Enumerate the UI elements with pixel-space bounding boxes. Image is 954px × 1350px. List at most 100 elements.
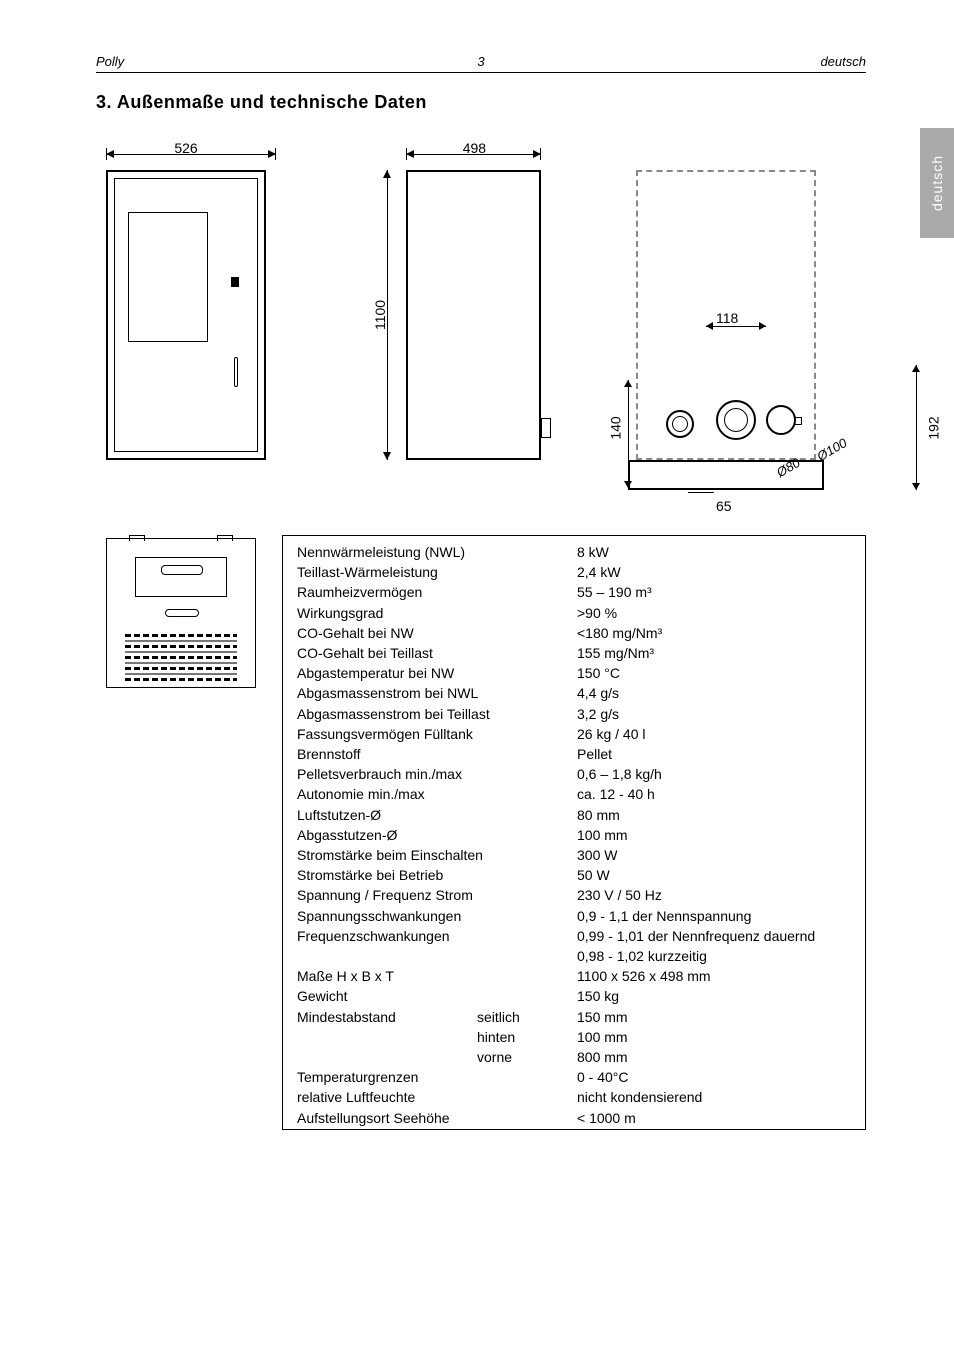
spec-row: relative Luftfeuchtenicht kondensierend [297,1087,851,1107]
spec-label: Aufstellungsort Seehöhe [297,1108,577,1128]
spec-value: 155 mg/Nm³ [577,643,851,663]
spec-label: Maße H x B x T [297,966,577,986]
spec-label: Spannungsschwankungen [297,906,577,926]
dim-100: Ø100 [814,435,849,464]
spec-label: Abgasmassenstrom bei NWL [297,683,577,703]
spec-sublabel: seitlich [477,1007,577,1027]
spec-label: Brennstoff [297,744,577,764]
spec-value: 80 mm [577,805,851,825]
spec-row: BrennstoffPellet [297,744,851,764]
spec-value: 26 kg / 40 l [577,724,851,744]
page-header: Polly 3 deutsch [96,54,866,69]
spec-value: 230 V / 50 Hz [577,885,851,905]
dim-118: 118 [716,310,738,326]
spec-row: Spannung / Frequenz Strom230 V / 50 Hz [297,885,851,905]
dim-height: 1100 [372,300,388,330]
spec-value: 150 mm [577,1007,851,1027]
spec-row: Spannungsschwankungen0,9 - 1,1 der Nenns… [297,906,851,926]
spec-row: Aufstellungsort Seehöhe< 1000 m [297,1108,851,1128]
spec-row: Wirkungsgrad>90 % [297,603,851,623]
spec-value: >90 % [577,603,851,623]
spec-row: Abgasmassenstrom bei NWL4,4 g/s [297,683,851,703]
spec-row: vorne800 mm [297,1047,851,1067]
spec-label: Raumheizvermögen [297,582,577,602]
spec-value: < 1000 m [577,1108,851,1128]
spec-value: <180 mg/Nm³ [577,623,851,643]
spec-label: Wirkungsgrad [297,603,577,623]
spec-value: 8 kW [577,542,851,562]
header-right: deutsch [820,54,866,69]
spec-value: 800 mm [577,1047,851,1067]
spec-value: 0 - 40°C [577,1067,851,1087]
spec-value: 1100 x 526 x 498 mm [577,966,851,986]
spec-label [297,1027,477,1047]
spec-label: Abgastemperatur bei NW [297,663,577,683]
spec-value: 55 – 190 m³ [577,582,851,602]
spec-value: 4,4 g/s [577,683,851,703]
section-title: 3. Außenmaße und technische Daten [96,92,427,113]
spec-row: Stromstärke beim Einschalten300 W [297,845,851,865]
spec-label: Teillast-Wärmeleistung [297,562,577,582]
spec-label: Abgasstutzen-Ø [297,825,577,845]
spec-value: Pellet [577,744,851,764]
spec-label: Spannung / Frequenz Strom [297,885,577,905]
spec-row: Luftstutzen-Ø80 mm [297,805,851,825]
spec-label: Abgasmassenstrom bei Teillast [297,704,577,724]
language-tab: deutsch [920,128,954,238]
spec-value: 100 mm [577,825,851,845]
spec-value: 2,4 kW [577,562,851,582]
spec-value: 0,6 – 1,8 kg/h [577,764,851,784]
dim-side-depth: 498 [463,140,486,156]
dim-front-width: 526 [174,140,197,156]
spec-table: Nennwärmeleistung (NWL)8 kWTeillast-Wärm… [282,535,866,1130]
spec-row: Abgasstutzen-Ø100 mm [297,825,851,845]
spec-row: Nennwärmeleistung (NWL)8 kW [297,542,851,562]
spec-row: Gewicht150 kg [297,986,851,1006]
dim-65: 65 [716,498,732,514]
spec-row: Raumheizvermögen55 – 190 m³ [297,582,851,602]
spec-label: CO-Gehalt bei Teillast [297,643,577,663]
spec-label: CO-Gehalt bei NW [297,623,577,643]
spec-row: Abgasmassenstrom bei Teillast3,2 g/s [297,704,851,724]
rear-view-diagram: 118 140 192 65 Ø80 Ø100 [586,140,906,530]
spec-row: Maße H x B x T1100 x 526 x 498 mm [297,966,851,986]
header-page-number: 3 [477,54,484,69]
spec-value: 300 W [577,845,851,865]
spec-label: Nennwärmeleistung (NWL) [297,542,577,562]
spec-value: 0,98 - 1,02 kurzzeitig [577,946,851,966]
top-view-diagram [106,538,256,688]
spec-row: Mindestabstandseitlich150 mm [297,1007,851,1027]
spec-label: Gewicht [297,986,577,1006]
spec-label: Mindestabstand [297,1007,477,1027]
spec-value: 0,99 - 1,01 der Nennfrequenz dauernd [577,926,851,946]
spec-row: Autonomie min./maxca. 12 - 40 h [297,784,851,804]
spec-row: Fassungsvermögen Fülltank26 kg / 40 l [297,724,851,744]
spec-label: Autonomie min./max [297,784,577,804]
dim-192: 192 [926,416,942,439]
spec-value: ca. 12 - 40 h [577,784,851,804]
spec-value: 150 °C [577,663,851,683]
spec-value: nicht kondensierend [577,1087,851,1107]
spec-row: Temperaturgrenzen0 - 40°C [297,1067,851,1087]
spec-value: 50 W [577,865,851,885]
spec-row: Frequenzschwankungen0,99 - 1,01 der Nenn… [297,926,851,946]
spec-label: relative Luftfeuchte [297,1087,577,1107]
spec-value: 150 kg [577,986,851,1006]
front-view-diagram: 526 [96,140,276,460]
language-tab-label: deutsch [929,155,945,211]
spec-label: Fassungsvermögen Fülltank [297,724,577,744]
side-view-diagram: 498 1100 [341,140,571,460]
spec-label: Stromstärke beim Einschalten [297,845,577,865]
spec-row: CO-Gehalt bei Teillast155 mg/Nm³ [297,643,851,663]
spec-value: 100 mm [577,1027,851,1047]
header-left: Polly [96,54,124,69]
spec-label [297,946,577,966]
spec-label [297,1047,477,1067]
spec-label: Stromstärke bei Betrieb [297,865,577,885]
spec-label: Pelletsverbrauch min./max [297,764,577,784]
dim-140: 140 [608,416,624,439]
dimension-diagrams: 526 498 1100 118 140 192 65 [96,130,866,530]
spec-value: 3,2 g/s [577,704,851,724]
spec-row: hinten100 mm [297,1027,851,1047]
spec-row: Teillast-Wärmeleistung2,4 kW [297,562,851,582]
